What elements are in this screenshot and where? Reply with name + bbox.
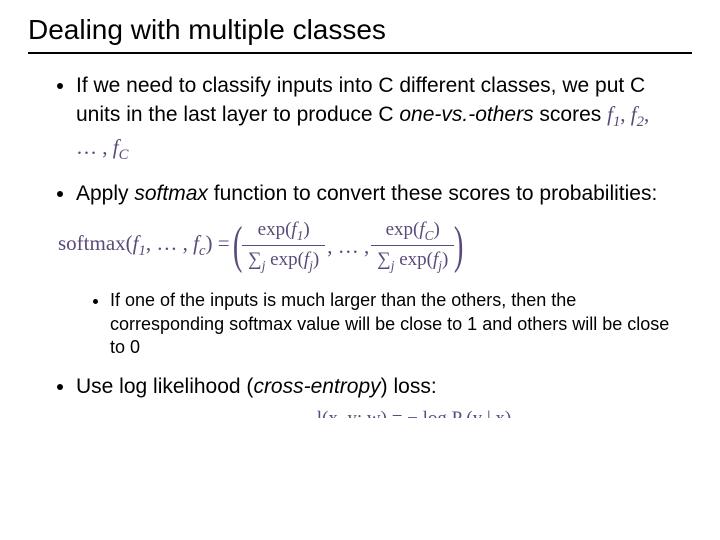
frac-2: exp(fC) ∑j exp(fj) — [371, 217, 454, 275]
rparen-icon: ) — [454, 220, 464, 272]
slide-title: Dealing with multiple classes — [28, 14, 692, 54]
b3-text-b: ) loss: — [381, 375, 437, 398]
cutoff-formula: l(x, y; w) = − log P (y | x) — [76, 406, 672, 418]
b3-text-a: Use log likelihood ( — [76, 375, 253, 398]
bullet-1: If we need to classify inputs into C dif… — [76, 72, 692, 166]
sm-mid: , … , — [327, 232, 369, 260]
b1-text-b: scores — [534, 103, 608, 126]
b1-italic: one-vs.-others — [399, 103, 533, 126]
frac-1: exp(f1) ∑j exp(fj) — [242, 217, 325, 275]
frac1-num: exp(f1) — [252, 217, 316, 246]
lparen-icon: ( — [233, 220, 243, 272]
softmax-formula: softmax(f1, … , fc) = ( exp(f1) ∑j exp(f… — [58, 217, 672, 275]
bullet-2: Apply softmax function to convert these … — [76, 180, 692, 359]
sm-lhs: softmax(f1, … , fc) = — [58, 229, 235, 262]
frac1-den: ∑j exp(fj) — [242, 245, 325, 275]
b2-text-b: function to convert these scores to prob… — [208, 182, 657, 205]
bullet-3: Use log likelihood (cross-entropy) loss:… — [76, 373, 692, 417]
frac2-num: exp(fC) — [380, 217, 446, 246]
b2-italic: softmax — [134, 182, 208, 205]
frac2-den: ∑j exp(fj) — [371, 245, 454, 275]
bullet-list: If we need to classify inputs into C dif… — [28, 72, 692, 418]
b3-italic: cross-entropy — [253, 375, 380, 398]
sub-bullet-1: If one of the inputs is much larger than… — [110, 289, 672, 359]
sub-list: If one of the inputs is much larger than… — [76, 289, 672, 359]
b2-text-a: Apply — [76, 182, 134, 205]
slide: Dealing with multiple classes If we need… — [0, 0, 720, 418]
